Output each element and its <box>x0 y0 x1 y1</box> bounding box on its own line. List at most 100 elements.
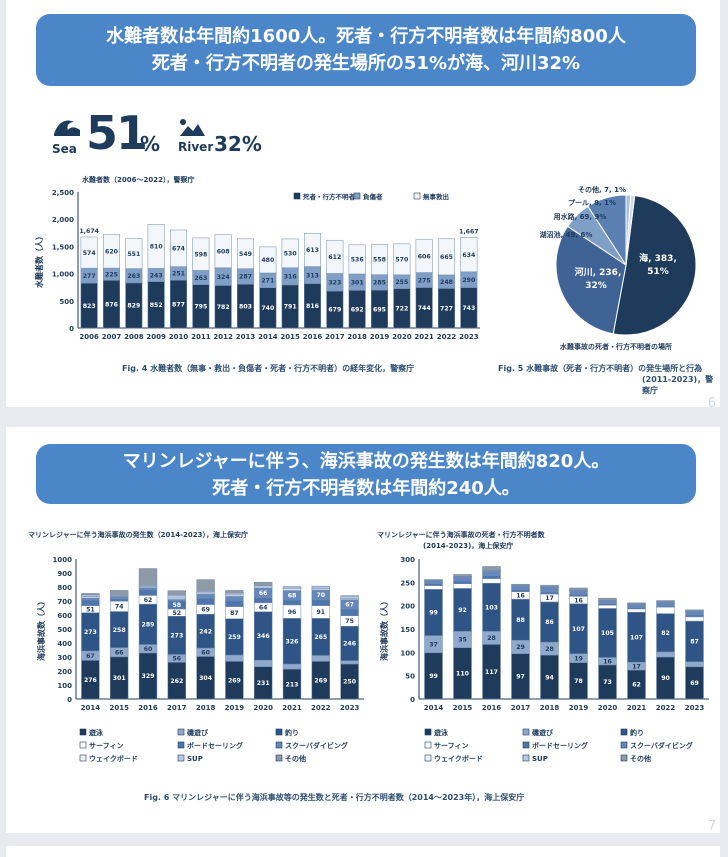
y-tick-label: 150 <box>400 626 415 634</box>
bar-segment <box>225 596 244 602</box>
data-label: 301 <box>351 279 364 286</box>
bar-segment <box>102 234 121 269</box>
data-label: 105 <box>601 630 614 637</box>
data-label: 70 <box>316 592 325 599</box>
data-label: 67 <box>86 653 95 660</box>
data-label: 876 <box>105 301 118 308</box>
bar-segment <box>282 599 302 606</box>
bar-segment <box>424 585 443 590</box>
data-label: 213 <box>286 681 299 688</box>
data-label: 313 <box>306 272 319 279</box>
bar-segment <box>370 244 389 275</box>
data-label: 530 <box>284 251 298 258</box>
headline-line-1: マリンレジャーに伴う、海浜事故の発生数は年間約820人。 <box>122 451 610 472</box>
legend-label: その他 <box>285 754 306 763</box>
data-label: 285 <box>373 280 386 287</box>
pie-title: 水難事故の死者・行方不明者の場所 <box>560 342 672 351</box>
data-label: 246 <box>343 641 356 648</box>
bar-segment <box>196 593 215 599</box>
bar-segment <box>340 608 359 616</box>
x-tick-label: 2021 <box>627 704 647 712</box>
bar-segment <box>685 609 704 612</box>
data-label: 791 <box>284 304 297 311</box>
bar-segment <box>627 604 646 608</box>
bar-segment <box>453 580 472 584</box>
x-tick-label: 2022 <box>437 333 457 341</box>
data-label: 612 <box>328 254 341 261</box>
bar-segment <box>196 591 215 594</box>
data-label: 258 <box>113 627 126 634</box>
data-label: 75 <box>345 618 354 625</box>
data-label: 35 <box>458 637 467 644</box>
data-label: 97 <box>516 674 525 681</box>
y-tick-label: 0 <box>69 325 74 333</box>
bar-segment <box>598 597 617 601</box>
bar-segment <box>282 663 302 670</box>
x-tick-label: 2018 <box>347 333 367 341</box>
x-tick-label: 2020 <box>598 704 618 712</box>
y-tick-label: 2,000 <box>52 216 74 224</box>
data-label: 263 <box>194 275 207 282</box>
chart-title: マリンレジャーに伴う海浜事故の死者・行方不明者数 <box>377 530 546 539</box>
x-tick-label: 2021 <box>282 704 302 712</box>
data-label: 743 <box>462 305 475 312</box>
data-label: 290 <box>462 277 476 284</box>
y-tick-label: 100 <box>57 682 72 690</box>
fig6-deaths-chart: マリンレジャーに伴う海浜事故の死者・行方不明者数 (2014-2023)，海上保安… <box>377 530 709 763</box>
legend-label: ウェイクボード <box>434 754 483 763</box>
sea-label: Sea <box>52 142 77 156</box>
legend-swatch <box>522 728 530 736</box>
data-label: 251 <box>172 271 185 278</box>
legend-swatch <box>275 754 283 762</box>
y-tick-label: 250 <box>400 579 415 587</box>
data-label: 17 <box>545 595 554 602</box>
data-label: 16 <box>516 593 525 600</box>
bar-segment <box>254 659 273 667</box>
river-value: 32% <box>214 132 262 156</box>
slide-7: マリンレジャーに伴う、海浜事故の発生数は年間約820人。 死者・行方不明者数は年… <box>6 427 720 834</box>
x-tick-label: 2014 <box>424 704 444 712</box>
pie-label-river: 河川, 236, <box>575 266 622 278</box>
x-tick-label: 2017 <box>511 704 531 712</box>
bar-segment <box>656 651 675 658</box>
data-label: 574 <box>83 250 97 257</box>
total-label: 1,674 <box>79 228 99 235</box>
bar-segment <box>225 600 244 607</box>
data-label: 62 <box>144 597 153 604</box>
data-label: 634 <box>462 252 476 259</box>
data-label: 276 <box>84 677 97 684</box>
data-label: 269 <box>314 677 327 684</box>
x-tick-label: 2020 <box>392 333 412 341</box>
bar-segment <box>393 243 411 276</box>
data-label: 107 <box>572 626 585 633</box>
next-slide-edge <box>6 846 720 857</box>
y-tick-label: 1,500 <box>52 243 74 251</box>
legend-label: スクーバダイビング <box>630 741 693 750</box>
data-label: 740 <box>261 305 275 312</box>
bar-segment <box>81 597 100 601</box>
bar-segment <box>254 597 273 604</box>
data-label: 248 <box>440 279 453 286</box>
bar-segment <box>627 608 646 613</box>
bar-segment <box>482 578 501 584</box>
data-label: 28 <box>487 635 496 642</box>
legend-label: 磯遊び <box>187 728 209 737</box>
data-label: 90 <box>661 675 670 682</box>
y-tick-label: 100 <box>400 649 415 657</box>
bar-segment <box>685 614 704 618</box>
data-label: 110 <box>456 671 470 678</box>
legend-swatch <box>275 741 283 749</box>
legend-swatch <box>522 741 530 749</box>
x-tick-label: 2008 <box>124 333 144 341</box>
x-tick-label: 2016 <box>138 704 158 712</box>
bar-segment <box>348 244 366 275</box>
data-label: 16 <box>603 658 612 665</box>
river-badge: River 32% <box>178 118 268 158</box>
legend-swatch <box>620 754 628 762</box>
data-label: 82 <box>661 630 670 637</box>
data-label: 727 <box>440 305 453 312</box>
legend-swatch <box>620 741 628 749</box>
sea-unit: % <box>140 132 161 156</box>
x-tick-label: 2007 <box>102 333 122 341</box>
data-label: 29 <box>516 644 525 651</box>
